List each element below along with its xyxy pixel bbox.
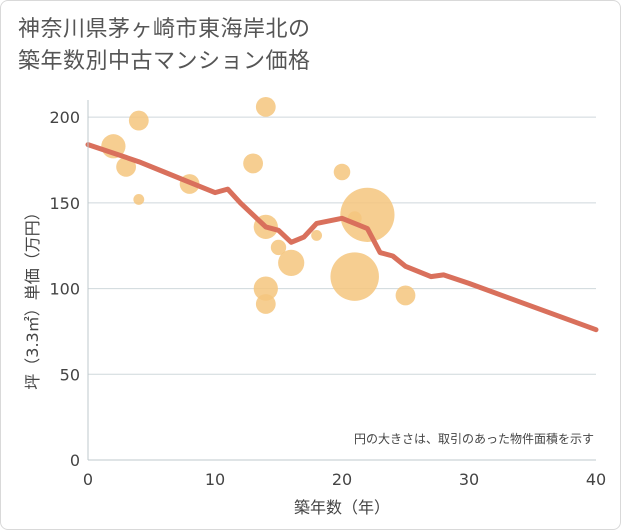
bubble-13 — [333, 163, 351, 181]
x-tick-label-2: 20 — [332, 470, 352, 489]
bubble-17 — [395, 285, 416, 306]
bubble-15 — [330, 252, 379, 301]
x-tick-label-1: 10 — [205, 470, 225, 489]
x-axis-label: 築年数（年） — [294, 498, 390, 517]
size-legend-note: 円の大きさは、取引のあった物件面積を示す — [354, 431, 594, 446]
bubble-2 — [128, 110, 149, 131]
tick-labels: 0 50 100 150 200 0 10 20 30 40 — [49, 108, 606, 489]
y-tick-label-4: 200 — [49, 108, 80, 127]
bubble-3 — [133, 194, 145, 205]
trend-line — [85, 142, 599, 333]
bubble-9 — [255, 294, 276, 314]
grid-lines — [88, 116, 596, 375]
x-tick-label-4: 40 — [586, 470, 606, 489]
bubbles — [101, 96, 416, 314]
bubble-10 — [270, 239, 287, 256]
bubble-1 — [116, 156, 136, 177]
bubble-11 — [278, 249, 305, 276]
chart-title: 神奈川県茅ヶ崎市東海岸北の 築年数別中古マンション価格 — [18, 14, 478, 78]
x-tick-label-0: 0 — [83, 470, 93, 489]
bubble-5 — [243, 153, 263, 174]
bubble-8 — [253, 276, 278, 301]
chart-title-line-1: 神奈川県茅ヶ崎市東海岸北の — [18, 17, 311, 42]
y-tick-label-0: 0 — [70, 451, 80, 470]
bubble-6 — [255, 96, 276, 117]
axes — [87, 100, 596, 461]
y-tick-label-1: 50 — [60, 365, 80, 384]
y-axis-label: 坪（3.3㎡）単価（万円） — [23, 204, 42, 389]
x-tick-label-3: 30 — [459, 470, 479, 489]
chart-title-line-2: 築年数別中古マンション価格 — [18, 49, 311, 74]
y-tick-label-3: 150 — [49, 194, 80, 213]
bubble-16 — [340, 187, 395, 242]
bubble-12 — [311, 230, 323, 241]
y-tick-label-2: 100 — [49, 280, 80, 299]
